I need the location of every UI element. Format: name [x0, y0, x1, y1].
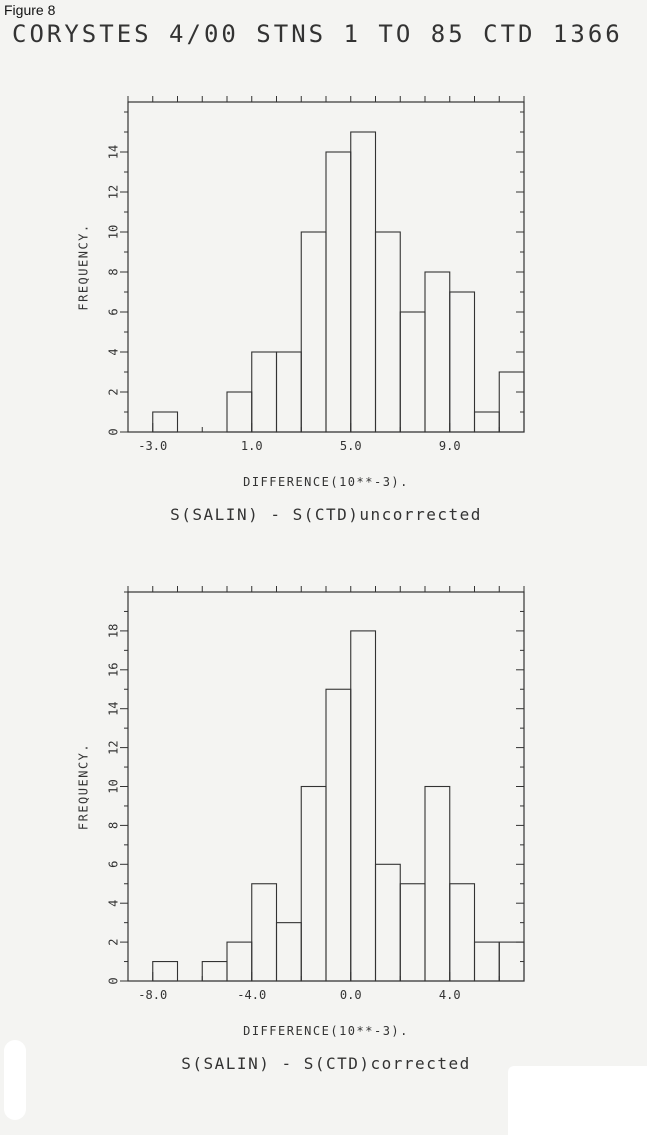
x-tick-label: -3.0 — [138, 439, 167, 453]
y-tick-label: 4 — [107, 348, 121, 355]
x-tick-label: 1.0 — [241, 439, 263, 453]
y-tick-label: 16 — [107, 663, 121, 677]
y-tick-label: 4 — [107, 900, 121, 907]
y-tick-label: 18 — [107, 624, 121, 638]
chart-caption: S(SALIN) - S(CTD)corrected — [181, 1054, 470, 1073]
x-tick-label: -4.0 — [237, 988, 266, 1002]
histogram-bar — [275, 351, 302, 433]
histogram-bar — [350, 630, 377, 982]
histogram-bar — [374, 231, 401, 433]
y-tick-label: 14 — [107, 701, 121, 715]
x-tick-label: -8.0 — [138, 988, 167, 1002]
histogram-bar — [350, 131, 377, 433]
histogram-bar — [399, 311, 426, 433]
histogram-bar — [424, 271, 451, 433]
chart-caption: S(SALIN) - S(CTD)uncorrected — [170, 505, 482, 524]
x-tick-label: 4.0 — [439, 988, 461, 1002]
histogram-bar — [449, 291, 476, 433]
y-tick-label: 6 — [107, 861, 121, 868]
y-tick-label: 10 — [107, 779, 121, 793]
y-tick-label: 0 — [107, 977, 121, 984]
histogram-bar — [473, 941, 500, 982]
y-tick-label: 12 — [107, 740, 121, 754]
histogram-bar — [226, 941, 253, 982]
x-tick-label: 5.0 — [340, 439, 362, 453]
histogram-uncorrected: -3.0 1.0 5.0 9.0 0 2 4 6 8 10 12 14 FREQUENCY. DIFFER… — [77, 96, 525, 524]
histogram-corrected: -8.0 -4.0 0.0 4.0 0 2 4 6 8 10 12 14 16 18 FREQUENCY. D… — [77, 586, 525, 1073]
y-axis-label: FREQUENCY. — [77, 743, 91, 830]
y-axis-label: FREQUENCY. — [77, 223, 91, 310]
y-tick-label: 14 — [107, 145, 121, 159]
y-tick-label: 0 — [107, 428, 121, 435]
scan-artifact-left — [4, 1040, 26, 1120]
histogram-bar — [498, 371, 525, 433]
y-tick-label: 8 — [107, 268, 121, 275]
histogram-bar — [325, 688, 352, 982]
histogram-bar — [325, 151, 352, 433]
y-tick-label: 6 — [107, 308, 121, 315]
histogram-bar — [275, 922, 302, 982]
x-tick-label: 9.0 — [439, 439, 461, 453]
histogram-bar — [399, 883, 426, 982]
figure-label: Figure 8 — [4, 2, 56, 18]
histogram-bar — [152, 960, 179, 982]
x-axis-label: DIFFERENCE(10**-3). — [243, 1024, 409, 1038]
histogram-bar — [251, 883, 278, 982]
histogram-bar — [424, 785, 451, 982]
histogram-bar — [449, 883, 476, 982]
histogram-bar — [226, 391, 253, 433]
x-axis-label: DIFFERENCE(10**-3). — [243, 475, 409, 489]
histogram-bar — [152, 411, 179, 433]
scan-artifact-right — [508, 1066, 647, 1135]
x-tick-label: 0.0 — [340, 988, 362, 1002]
y-tick-label: 12 — [107, 185, 121, 199]
y-tick-label: 8 — [107, 822, 121, 829]
histogram-bar — [300, 231, 327, 433]
y-tick-label: 2 — [107, 388, 121, 395]
histogram-bar — [251, 351, 278, 433]
page-title: CORYSTES 4/00 STNS 1 TO 85 CTD 1366 — [12, 20, 623, 48]
y-tick-label: 10 — [107, 225, 121, 239]
histogram-bar — [374, 863, 401, 982]
histogram-bar — [300, 785, 327, 982]
y-tick-label: 2 — [107, 938, 121, 945]
histogram-bar — [201, 960, 228, 982]
histogram-bar — [473, 411, 500, 433]
